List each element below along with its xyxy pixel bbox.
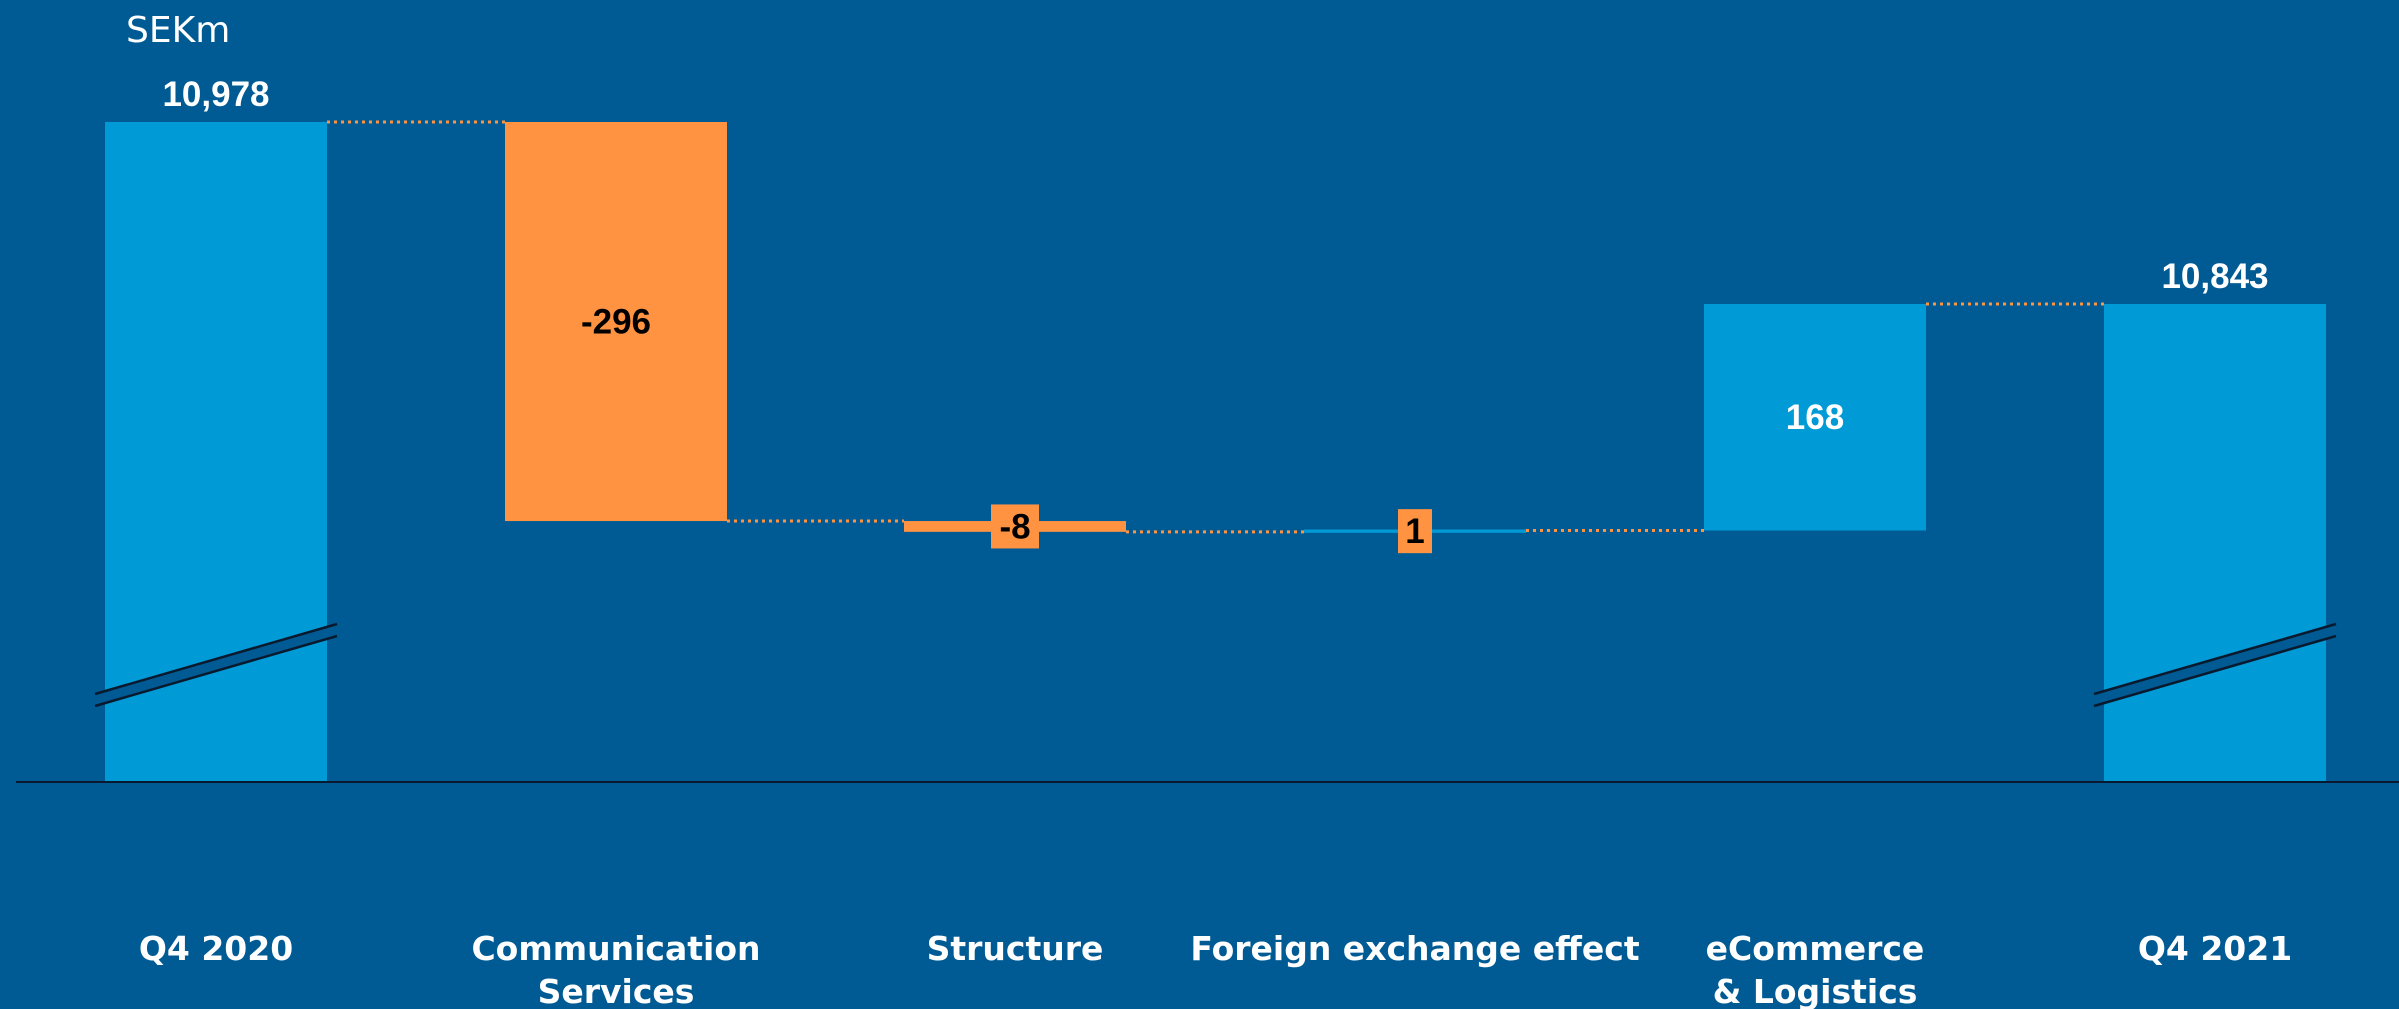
unit-label: SEKm [126, 10, 230, 51]
category-labels: Q4 2020 Communication Services Structure For… [139, 929, 2292, 1009]
axis-break-gap [95, 624, 337, 706]
bar-q4-2021 [2104, 304, 2326, 782]
category-label-ecommerce-and-logistics: eCommerce & Logistics [1706, 929, 1925, 1009]
value-label-q4-2020: 10,978 [162, 75, 269, 114]
value-label-foreign-exchange-effect-box [1398, 509, 1432, 554]
category-label-q4-2021: Q4 2021 [2138, 929, 2292, 968]
value-label-foreign-exchange-effect: 1 [1405, 512, 1424, 551]
axis-break-line [2093, 622, 2337, 696]
axis-break-gap [2094, 624, 2336, 706]
axis-break-line [2093, 634, 2337, 708]
category-label-structure: Structure [927, 929, 1104, 968]
value-label-structure-box [991, 504, 1039, 549]
bars [94, 122, 2337, 782]
axis-break-line [94, 634, 338, 708]
bar-ecommerce-and-logistics [1704, 304, 1926, 531]
value-labels: 10,978 -296 -8 1 168 10,843 [162, 75, 2269, 554]
axis-break-line [94, 622, 338, 696]
value-label-structure: -8 [999, 507, 1030, 546]
category-label-q4-2020: Q4 2020 [139, 929, 293, 968]
category-label-communication-services: Communication Services [471, 929, 760, 1009]
value-label-ecommerce-and-logistics: 168 [1786, 398, 1844, 437]
category-label-foreign-exchange-effect: Foreign exchange effect [1190, 929, 1639, 968]
value-label-q4-2021: 10,843 [2161, 257, 2268, 296]
bar-communication-services [505, 122, 727, 522]
connector-lines [327, 120, 2104, 534]
value-label-communication-services: -296 [581, 303, 651, 342]
